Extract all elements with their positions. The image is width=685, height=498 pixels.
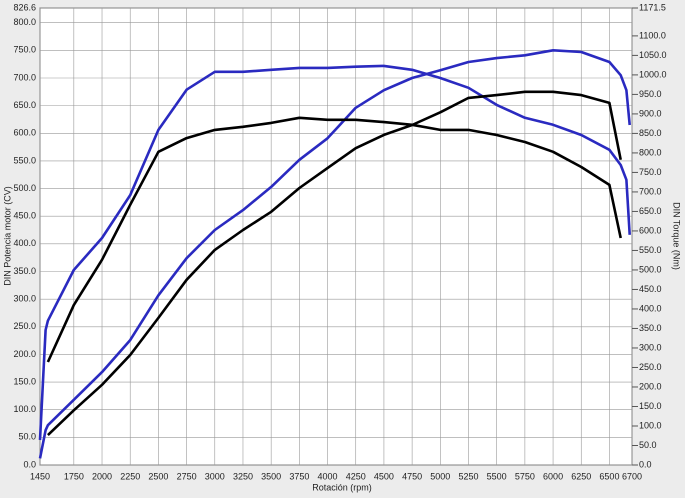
y2-tick-label: 0.0 <box>639 459 652 469</box>
x-tick-label: 6250 <box>571 471 591 481</box>
y-tick-label: 100.0 <box>13 404 36 414</box>
y2-tick-label: 100.0 <box>639 420 662 430</box>
y2-tick-label: 250.0 <box>639 362 662 372</box>
x-tick-label: 2250 <box>120 471 140 481</box>
y2-tick-label: 550.0 <box>639 245 662 255</box>
y2-tick-label: 650.0 <box>639 206 662 216</box>
y2-tick-label: 750.0 <box>639 167 662 177</box>
x-tick-label: 4750 <box>402 471 422 481</box>
y2-tick-label: 1171.5 <box>639 2 666 12</box>
x-tick-label: 4250 <box>346 471 366 481</box>
x-tick-label: 4500 <box>374 471 394 481</box>
y2-tick-label: 500.0 <box>639 264 662 274</box>
x-tick-label: 1450 <box>30 471 50 481</box>
series-line <box>38 49 631 459</box>
y-tick-label: 600.0 <box>13 128 36 138</box>
y-tick-label: 200.0 <box>13 349 36 359</box>
y-tick-label: 700.0 <box>13 72 36 82</box>
y-tick-label: 50.0 <box>18 432 36 442</box>
y-tick-label: 150.0 <box>13 376 36 386</box>
y-tick-label: 750.0 <box>13 45 36 55</box>
y-tick-label: 500.0 <box>13 183 36 193</box>
y2-tick-label: 1050.0 <box>639 50 667 60</box>
y2-axis-label: DIN Torque (Nm) <box>672 202 682 270</box>
x-tick-label: 5500 <box>487 471 507 481</box>
x-tick-label: 3750 <box>289 471 309 481</box>
series-line <box>38 64 631 441</box>
y2-tick-label: 850.0 <box>639 128 662 138</box>
x-axis-label: Rotación (rpm) <box>312 482 372 492</box>
y2-tick-label: 400.0 <box>639 303 662 313</box>
y-tick-label: 650.0 <box>13 100 36 110</box>
x-tick-label: 6000 <box>543 471 563 481</box>
y-tick-label: 800.0 <box>13 17 36 27</box>
y2-tick-label: 1100.0 <box>639 30 666 40</box>
y-axis-label: DIN Potencia motor (CV) <box>2 186 12 286</box>
y2-tick-label: 1000.0 <box>639 69 667 79</box>
y2-tick-label: 450.0 <box>639 284 662 294</box>
y2-tick-label: 900.0 <box>639 108 662 118</box>
y-tick-label: 400.0 <box>13 238 36 248</box>
y2-tick-label: 800.0 <box>639 147 662 157</box>
x-tick-label: 3500 <box>261 471 281 481</box>
y-tick-label: 300.0 <box>13 294 36 304</box>
y2-tick-label: 150.0 <box>639 401 662 411</box>
x-tick-label: 6500 <box>599 471 619 481</box>
y-tick-label: 350.0 <box>13 266 36 276</box>
y2-tick-label: 700.0 <box>639 186 662 196</box>
x-tick-label: 6700 <box>622 471 642 481</box>
series-line <box>46 116 622 363</box>
series-line <box>47 90 622 437</box>
y2-tick-label: 50.0 <box>639 440 657 450</box>
x-tick-label: 2500 <box>148 471 168 481</box>
x-tick-label: 4000 <box>318 471 338 481</box>
y2-tick-label: 350.0 <box>639 323 662 333</box>
x-tick-label: 2750 <box>177 471 197 481</box>
y2-tick-label: 950.0 <box>639 89 662 99</box>
plot-area <box>39 7 633 466</box>
y2-tick-label: 600.0 <box>639 225 662 235</box>
y-tick-label: 826.6 <box>13 2 36 12</box>
x-tick-label: 2000 <box>92 471 112 481</box>
y-tick-label: 0.0 <box>23 459 36 469</box>
x-tick-label: 1750 <box>64 471 84 481</box>
x-tick-label: 5250 <box>458 471 478 481</box>
x-tick-label: 3250 <box>233 471 253 481</box>
y-tick-label: 550.0 <box>13 155 36 165</box>
x-tick-label: 3000 <box>205 471 225 481</box>
x-tick-label: 5750 <box>515 471 535 481</box>
y-tick-label: 250.0 <box>13 321 36 331</box>
y2-tick-label: 200.0 <box>639 381 662 391</box>
x-tick-label: 5000 <box>430 471 450 481</box>
y2-tick-label: 300.0 <box>639 342 662 352</box>
y-tick-label: 450.0 <box>13 211 36 221</box>
